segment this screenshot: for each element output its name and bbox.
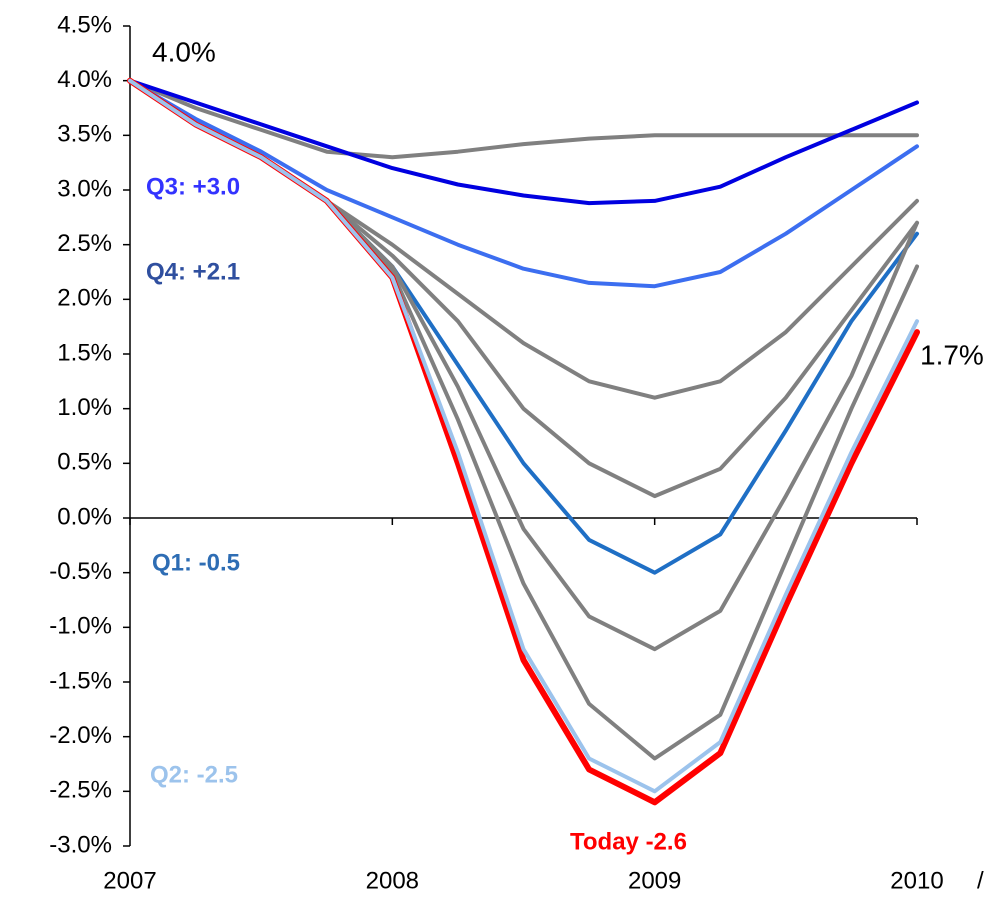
y-tick-label: -2.5%: [49, 777, 112, 804]
y-tick-label: 0.0%: [57, 503, 112, 530]
series-line: [128, 78, 919, 206]
x-tick-label: 2009: [628, 867, 681, 894]
y-tick-label: -1.5%: [49, 667, 112, 694]
annotation: Q3: +3.0: [146, 173, 240, 200]
y-tick-label: 1.0%: [57, 394, 112, 421]
y-tick-label: 1.5%: [57, 339, 112, 366]
y-tick-label: 2.0%: [57, 285, 112, 312]
y-tick-label: 2.5%: [57, 230, 112, 257]
annotation: Q4: +2.1: [146, 258, 240, 285]
x-tick-label: 2008: [366, 867, 419, 894]
annotation: Q1: -0.5: [152, 549, 240, 576]
series-line: [128, 78, 919, 160]
series-line: [127, 77, 920, 806]
y-tick-label: 4.5%: [57, 11, 112, 38]
y-tick-label: -1.0%: [49, 613, 112, 640]
series-line: [128, 78, 919, 575]
series-line: [128, 78, 919, 289]
annotation: Today -2.6: [570, 828, 687, 855]
y-tick-label: 3.0%: [57, 175, 112, 202]
y-tick-label: -0.5%: [49, 558, 112, 585]
y-tick-label: 4.0%: [57, 66, 112, 93]
annotation: Q2: -2.5: [150, 761, 238, 788]
y-tick-label: -2.0%: [49, 722, 112, 749]
x-tick-label: 2010: [890, 867, 943, 894]
series-line: [128, 78, 919, 400]
annotation: /: [977, 867, 984, 894]
y-tick-label: 0.5%: [57, 449, 112, 476]
annotation: 1.7%: [920, 339, 984, 370]
y-tick-label: -3.0%: [49, 831, 112, 858]
annotation: 4.0%: [152, 36, 216, 67]
series-line: [128, 78, 919, 794]
x-tick-label: 2007: [103, 867, 156, 894]
y-tick-label: 3.5%: [57, 121, 112, 148]
